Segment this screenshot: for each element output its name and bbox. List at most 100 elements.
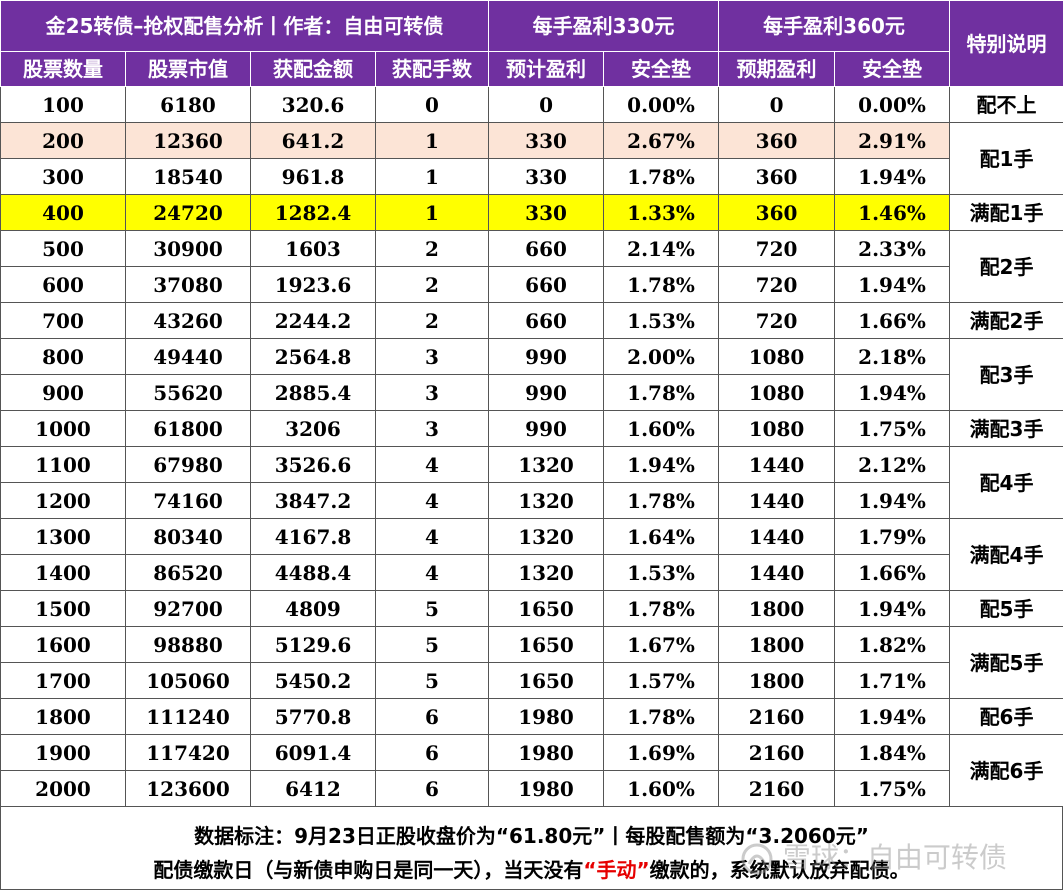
cell-market-value: 74160 (125, 482, 251, 519)
special-note-cell: 满配5手 (949, 626, 1063, 699)
cell-allot-amount: 641.2 (250, 122, 376, 159)
cell-allot-lots: 4 (374, 446, 490, 483)
cell-safety-360: 1.82% (834, 626, 951, 663)
cell-market-value: 123600 (125, 770, 251, 807)
table-row: 800 49440 2564.8 3 990 2.00% 1080 2.18% 配3手 (0, 338, 1063, 411)
allotment-table: 金25转债–抢权配售分析丨作者：自由可转债 每手盈利330元 每手盈利360元 … (0, 0, 1063, 807)
table-row: 2000 123600 6412 6 1980 1.60% 2160 1.75% (0, 770, 1063, 807)
col-header-market-value: 股票市值 (125, 51, 251, 87)
cell-safety-360: 0.00% (834, 86, 951, 123)
cell-profit-360: 1080 (718, 338, 836, 375)
cell-safety-330: 2.00% (603, 338, 720, 375)
cell-allot-lots: 3 (374, 374, 490, 411)
group-header-360: 每手盈利360元 (718, 0, 951, 52)
cell-market-value: 37080 (125, 266, 251, 303)
cell-shares: 1900 (0, 734, 126, 771)
cell-safety-360: 1.66% (834, 554, 951, 591)
cell-market-value: 92700 (125, 590, 251, 627)
cell-profit-330: 1320 (488, 518, 605, 555)
cell-shares: 1700 (0, 662, 126, 699)
cell-safety-330: 1.78% (603, 158, 720, 195)
cell-safety-360: 1.94% (834, 158, 951, 195)
footer-payment-tail: 缴款的，系统默认放弃配债。 (649, 858, 910, 882)
special-note-cell: 满配3手 (949, 410, 1063, 447)
cell-shares: 1500 (0, 590, 126, 627)
cell-market-value: 30900 (125, 230, 251, 267)
col-header-shares: 股票数量 (0, 51, 126, 87)
cell-market-value: 24720 (125, 194, 251, 231)
cell-shares: 500 (0, 230, 126, 267)
cell-market-value: 86520 (125, 554, 251, 591)
cell-safety-360: 1.94% (834, 590, 951, 627)
table-row: 100 6180 320.6 0 0 0.00% 0 0.00% 配不上 (0, 86, 1063, 123)
cell-shares: 800 (0, 338, 126, 375)
cell-profit-360: 2160 (718, 734, 836, 771)
cell-safety-360: 1.66% (834, 302, 951, 339)
cell-shares: 200 (0, 122, 126, 159)
cell-shares: 1300 (0, 518, 126, 555)
cell-shares: 300 (0, 158, 126, 195)
cell-allot-lots: 1 (374, 122, 490, 159)
table-title: 金25转债–抢权配售分析丨作者：自由可转债 (0, 0, 490, 52)
cell-allot-amount: 3526.6 (250, 446, 376, 483)
cell-shares: 1200 (0, 482, 126, 519)
cell-safety-330: 0.00% (603, 86, 720, 123)
cell-allot-amount: 3847.2 (250, 482, 376, 519)
cell-safety-330: 2.14% (603, 230, 720, 267)
cell-allot-lots: 4 (374, 482, 490, 519)
cell-safety-330: 1.78% (603, 482, 720, 519)
cell-market-value: 117420 (125, 734, 251, 771)
cell-shares: 100 (0, 86, 126, 123)
col-header-allot-amount: 获配金额 (250, 51, 376, 87)
cell-allot-amount: 4809 (250, 590, 376, 627)
special-note-cell: 满配4手 (949, 518, 1063, 591)
cell-profit-330: 1320 (488, 446, 605, 483)
cell-allot-lots: 1 (374, 194, 490, 231)
table-row: 1100 67980 3526.6 4 1320 1.94% 1440 2.12% 配4手 (0, 446, 1063, 519)
cell-profit-360: 0 (718, 86, 836, 123)
cell-allot-amount: 2244.2 (250, 302, 376, 339)
cell-safety-360: 1.79% (834, 518, 951, 555)
cell-safety-360: 2.18% (834, 338, 951, 375)
cell-profit-330: 1980 (488, 734, 605, 771)
cell-allot-amount: 4167.8 (250, 518, 376, 555)
cell-shares: 1600 (0, 626, 126, 663)
cell-profit-330: 1980 (488, 770, 605, 807)
cell-market-value: 43260 (125, 302, 251, 339)
cell-profit-360: 360 (718, 122, 836, 159)
cell-safety-360: 2.91% (834, 122, 951, 159)
cell-allot-amount: 961.8 (250, 158, 376, 195)
cell-profit-360: 360 (718, 194, 836, 231)
table-row: 1700 105060 5450.2 5 1650 1.57% 1800 1.71% (0, 662, 1063, 699)
cell-allot-amount: 5450.2 (250, 662, 376, 699)
cell-profit-330: 330 (488, 194, 605, 231)
cell-allot-lots: 0 (374, 86, 490, 123)
cell-profit-360: 1440 (718, 518, 836, 555)
footer-payment-text: 配债缴款日（与新债申购日是同一天），当天没有 (153, 858, 584, 882)
special-note-cell: 配不上 (949, 86, 1063, 123)
cell-profit-360: 1800 (718, 626, 836, 663)
cell-allot-amount: 320.6 (250, 86, 376, 123)
cell-safety-330: 1.78% (603, 266, 720, 303)
cell-allot-lots: 4 (374, 518, 490, 555)
cell-shares: 700 (0, 302, 126, 339)
snowball-logo-icon (741, 843, 773, 875)
special-note-cell: 配3手 (949, 338, 1063, 411)
cell-market-value: 12360 (125, 122, 251, 159)
cell-allot-amount: 5770.8 (250, 698, 376, 735)
cell-safety-330: 1.94% (603, 446, 720, 483)
cell-profit-360: 1800 (718, 590, 836, 627)
cell-safety-360: 1.94% (834, 266, 951, 303)
cell-shares: 1800 (0, 698, 126, 735)
cell-safety-360: 1.46% (834, 194, 951, 231)
watermark-text: 雪球：自由可转债 (782, 841, 1007, 874)
special-note-cell: 配5手 (949, 590, 1063, 627)
cell-safety-330: 1.57% (603, 662, 720, 699)
cell-safety-360: 1.94% (834, 482, 951, 519)
cell-market-value: 61800 (125, 410, 251, 447)
cell-allot-amount: 1603 (250, 230, 376, 267)
col-header-profit-360: 预期盈利 (718, 51, 836, 87)
cell-profit-330: 990 (488, 338, 605, 375)
col-header-profit-330: 预计盈利 (488, 51, 605, 87)
cell-shares: 1000 (0, 410, 126, 447)
